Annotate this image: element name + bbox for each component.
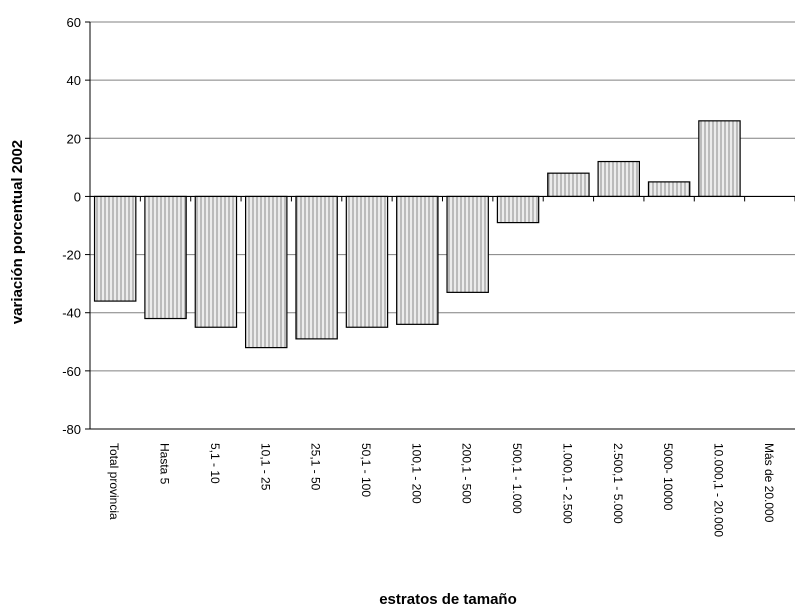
y-tick-label: -60 [62,364,81,379]
x-axis-title: estratos de tamaño [379,591,517,608]
x-tick-labels: Total provincia Hasta 5 5,1 - 10 10,1 - 25 2… [107,443,776,537]
bar-11 [597,160,640,198]
y-tick-labels: 60 40 20 0 -20 -40 -60 -80 [62,15,81,437]
x-tick-label: 10.000,1 - 20.000 [711,443,725,537]
x-tick-label: 500,1 - 1.000 [510,443,524,514]
bars [93,120,741,349]
bar-7 [396,195,439,325]
y-tick-label: -20 [62,248,81,263]
bar-8 [446,195,489,293]
bar-9 [496,195,540,224]
y-axis-title: variación porcentual 2002 [9,140,26,324]
bar-12 [647,181,691,198]
x-tick-label: 200,1 - 500 [460,443,474,504]
x-tick-label: 100,1 - 200 [409,443,423,504]
axes [85,21,795,430]
y-tick-label: 40 [67,73,81,88]
x-tick-label: Total provincia [107,443,121,520]
x-tick-label: 50,1 - 100 [359,443,373,497]
y-tick-label: -80 [62,422,81,437]
bar-4 [245,195,288,349]
y-tick-label: 60 [67,15,81,30]
bar-3 [194,195,238,328]
x-tick-label: 5,1 - 10 [208,443,222,484]
x-tick-label: 10,1 - 25 [258,443,272,491]
bar-13 [698,120,741,198]
bar-5 [295,195,338,340]
y-tick-label: 0 [74,189,81,204]
x-tick-label: Más de 20.000 [762,443,776,523]
x-tick-label: 5000- 10000 [661,443,675,511]
bar-1 [93,195,137,302]
x-tick-label: 25,1 - 50 [309,443,323,491]
x-tick-label: 1.000,1 - 2.500 [560,443,574,524]
x-tick-label: 2.500,1 - 5.000 [611,443,625,524]
bar-6 [345,195,389,328]
y-tick-label: 20 [67,131,81,146]
y-tick-label: -40 [62,306,81,321]
x-tick-label: Hasta 5 [158,443,172,485]
bar-10 [547,172,590,198]
bar-2 [144,195,187,320]
